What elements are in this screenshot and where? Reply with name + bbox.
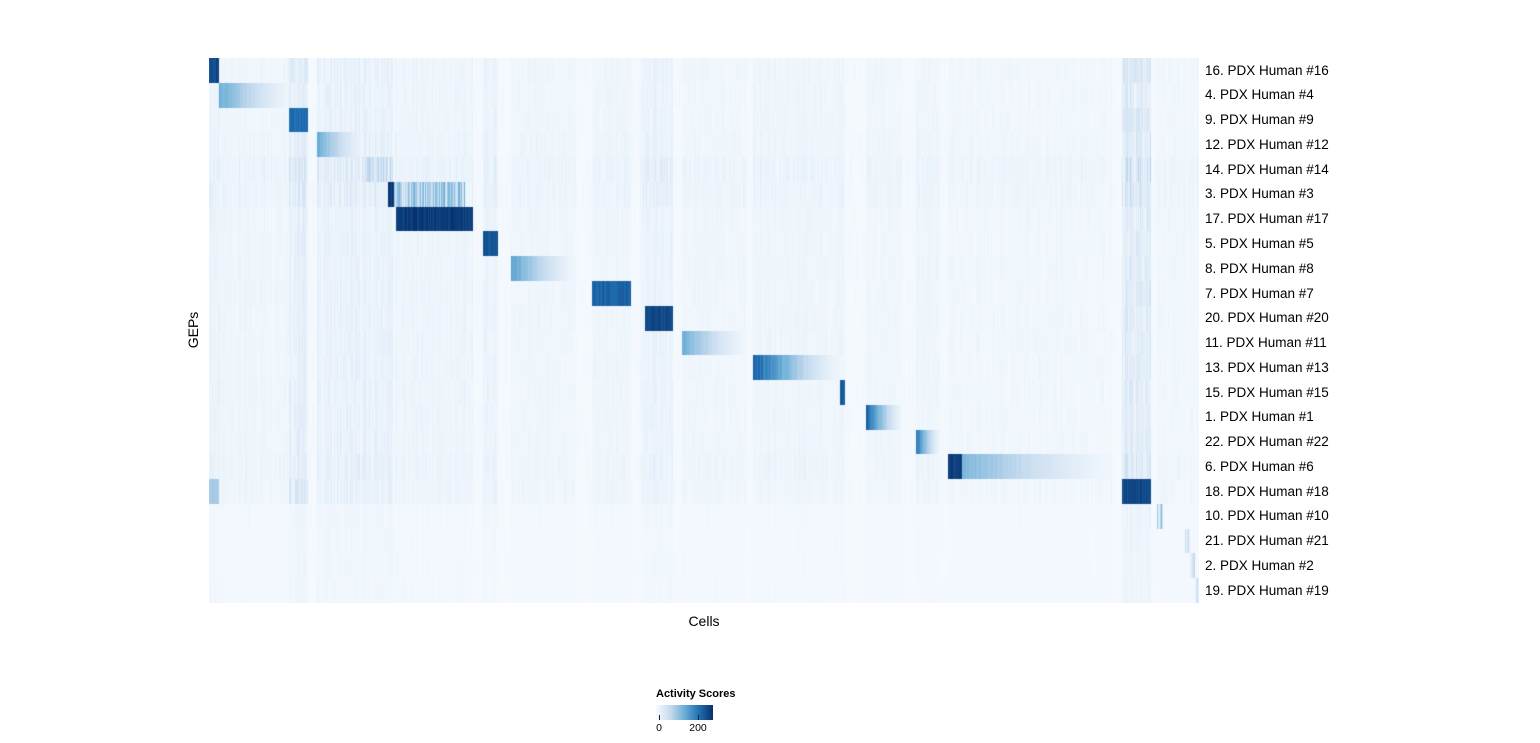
x-axis-label: Cells [688,613,720,629]
legend-tick-label: 200 [689,722,707,734]
legend-ticks: 0 200 [656,722,713,736]
row-label: 7. PDX Human #7 [1205,285,1314,301]
legend: Activity Scores 0 200 [656,688,776,736]
row-label: 10. PDX Human #10 [1205,508,1329,524]
row-label: 20. PDX Human #20 [1205,310,1329,326]
row-label: 5. PDX Human #5 [1205,235,1314,251]
row-label: 13. PDX Human #13 [1205,359,1329,375]
row-label: 14. PDX Human #14 [1205,161,1329,177]
legend-title: Activity Scores [656,688,736,700]
row-label: 6. PDX Human #6 [1205,458,1314,474]
row-label: 18. PDX Human #18 [1205,483,1329,499]
row-label: 9. PDX Human #9 [1205,112,1314,128]
row-label: 4. PDX Human #4 [1205,87,1314,103]
legend-gradient-bar [656,705,713,720]
row-label: 3. PDX Human #3 [1205,186,1314,202]
legend-tick-label: 0 [656,722,662,734]
row-label: 16. PDX Human #16 [1205,62,1329,78]
row-label: 17. PDX Human #17 [1205,211,1329,227]
y-axis-label: GEPs [185,311,201,349]
heatmap-canvas [209,58,1199,603]
row-label: 1. PDX Human #1 [1205,409,1314,425]
row-label: 22. PDX Human #22 [1205,434,1329,450]
legend-tick-mark [659,715,660,720]
row-label: 21. PDX Human #21 [1205,533,1329,549]
row-label: 2. PDX Human #2 [1205,557,1314,573]
row-label: 15. PDX Human #15 [1205,384,1329,400]
row-labels: 16. PDX Human #16 4. PDX Human #4 9. PDX H… [1205,58,1525,603]
row-label: 11. PDX Human #11 [1205,335,1327,351]
row-label: 19. PDX Human #19 [1205,582,1329,598]
legend-tick-mark [698,715,699,720]
row-label: 8. PDX Human #8 [1205,260,1314,276]
row-label: 12. PDX Human #12 [1205,136,1329,152]
